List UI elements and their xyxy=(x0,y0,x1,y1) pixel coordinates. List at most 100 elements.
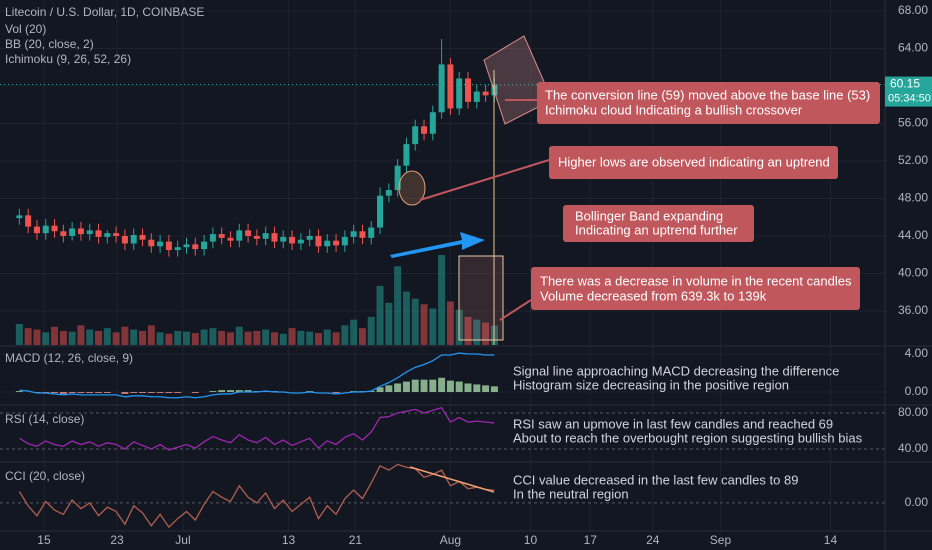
volume-bar xyxy=(429,308,437,345)
volume-bar xyxy=(288,328,296,345)
volume-bar xyxy=(200,329,208,345)
candle-body xyxy=(465,78,472,102)
volume-bar xyxy=(253,330,261,345)
candle-body xyxy=(77,228,84,235)
histogram-bar xyxy=(139,392,147,393)
candle-body xyxy=(104,233,111,237)
histogram-bar xyxy=(490,386,498,393)
y-tick-label: 36.00 xyxy=(898,303,928,317)
note: About to reach the overbought region sug… xyxy=(513,430,863,445)
candle-body xyxy=(165,241,172,251)
histogram-bar xyxy=(209,391,217,393)
x-tick-label: 21 xyxy=(349,533,363,547)
histogram-bar xyxy=(77,392,85,393)
highlight-circle xyxy=(398,170,426,206)
volume-bar xyxy=(376,285,384,345)
note: In the neutral region xyxy=(513,486,629,501)
candle-body xyxy=(473,91,480,102)
callout-line xyxy=(499,299,532,321)
candle-body xyxy=(271,233,278,242)
candle-body xyxy=(429,112,436,134)
volume-bar xyxy=(473,319,481,345)
candle-body xyxy=(350,231,357,237)
annotation: Volume decreased from 639.3k to 139k xyxy=(540,288,767,303)
annotation: Bollinger Band expanding xyxy=(575,208,723,223)
x-tick-label: 14 xyxy=(824,533,838,547)
volume-bar xyxy=(33,329,41,345)
note: Histogram size decreasing in the positiv… xyxy=(513,377,789,392)
histogram-bar xyxy=(165,392,173,393)
indicator-label: Vol (20) xyxy=(5,22,46,36)
volume-bar xyxy=(42,332,50,345)
histogram-bar xyxy=(402,381,410,393)
y-tick-label: 48.00 xyxy=(898,191,928,205)
x-tick-label: Aug xyxy=(440,533,461,547)
y-tick-label: 52.00 xyxy=(898,153,928,167)
volume-bar xyxy=(147,325,155,345)
candle-body xyxy=(306,235,313,240)
indicator-line xyxy=(19,352,495,399)
x-tick-label: 24 xyxy=(646,533,660,547)
annotation: Ichimoku cloud Indicating a bullish cros… xyxy=(545,102,803,117)
annotation-box xyxy=(549,146,838,179)
candle-body xyxy=(385,190,392,196)
volume-bar xyxy=(279,333,287,345)
volume-bar xyxy=(77,325,85,345)
histogram-bar xyxy=(244,390,252,393)
candle-body xyxy=(139,235,146,240)
histogram-bar xyxy=(226,390,234,393)
candle-body xyxy=(33,226,40,234)
indicator-label: Ichimoku (9, 26, 52, 26) xyxy=(5,52,131,66)
candle-body xyxy=(447,64,454,109)
y-tick-label: 0.00 xyxy=(905,384,929,398)
volume-bar xyxy=(24,328,32,345)
candle-body xyxy=(280,236,287,242)
volume-bar xyxy=(244,331,252,345)
histogram-bar xyxy=(218,390,226,393)
histogram-bar xyxy=(332,392,340,393)
histogram-bar xyxy=(121,392,129,394)
last-price: 60.15 xyxy=(890,77,920,91)
candle-body xyxy=(333,240,340,246)
y-tick-label: 0.00 xyxy=(905,495,929,509)
marks-layer xyxy=(15,39,498,529)
histogram-bar xyxy=(464,383,472,393)
candle-body xyxy=(438,64,445,113)
candle-body xyxy=(456,78,463,109)
x-tick-label: Sep xyxy=(710,533,732,547)
candle-body xyxy=(482,91,489,96)
volume-bar xyxy=(121,326,129,345)
volume-bar xyxy=(323,329,331,345)
histogram-bar xyxy=(15,391,23,393)
indicator-label: BB (20, close, 2) xyxy=(5,37,94,51)
volume-bar xyxy=(130,329,138,345)
histogram-bar xyxy=(376,387,384,393)
histogram-bar xyxy=(68,392,76,393)
volume-bar xyxy=(332,332,340,345)
volume-bar xyxy=(446,301,454,345)
y-tick-label: 68.00 xyxy=(898,3,928,17)
histogram-bar xyxy=(394,383,402,393)
histogram-bar xyxy=(235,390,243,393)
candle-body xyxy=(121,235,128,244)
y-tick-label: 40.00 xyxy=(898,441,928,455)
candle-body xyxy=(315,235,322,247)
volume-bar xyxy=(103,328,111,345)
note: CCI value decreased in the last few cand… xyxy=(513,472,798,487)
candle-body xyxy=(341,236,348,246)
annotation-box xyxy=(531,267,860,310)
candle-body xyxy=(16,215,23,219)
candle-body xyxy=(289,236,296,244)
volume-bar xyxy=(350,319,358,345)
volume-bar xyxy=(112,332,120,345)
volume-bar xyxy=(306,331,314,345)
annotation: The conversion line (59) moved above the… xyxy=(545,87,870,102)
note: Signal line approaching MACD decreasing … xyxy=(513,363,839,378)
candle-body xyxy=(25,215,32,227)
volume-bar xyxy=(86,329,94,345)
histogram-bar xyxy=(156,392,164,393)
volume-bar xyxy=(95,330,103,345)
panel-title: MACD (12, 26, close, 9) xyxy=(5,351,133,365)
indicator-line xyxy=(19,406,495,451)
candle-body xyxy=(394,165,401,191)
